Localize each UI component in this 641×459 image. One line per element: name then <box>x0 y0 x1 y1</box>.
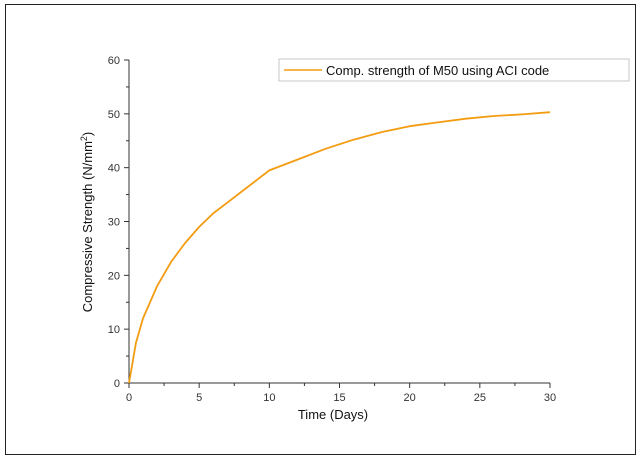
y-tick-label: 10 <box>108 324 120 336</box>
y-axis-label-close: ) <box>80 132 95 136</box>
axes <box>128 60 550 384</box>
legend-label: Comp. strength of M50 using ACI code <box>326 63 549 78</box>
y-tick-label: 40 <box>108 163 120 175</box>
y-tick-label: 0 <box>114 378 120 390</box>
series-line <box>128 111 551 384</box>
series-group <box>128 111 551 384</box>
x-tick-label: 0 <box>126 392 132 404</box>
x-tick-label: 25 <box>474 392 486 404</box>
y-tick-label: 30 <box>108 217 120 229</box>
y-axis-label-main: Compressive Strength (N/mm <box>80 141 95 312</box>
y-tick-label: 50 <box>108 109 120 121</box>
legend-box <box>278 58 630 82</box>
x-tick-label: 20 <box>404 392 416 404</box>
x-tick-label: 5 <box>196 392 202 404</box>
x-ticks: 0 5 10 15 20 25 30 <box>126 383 556 404</box>
y-axis-label: Compressive Strength (N/mm2) <box>79 132 95 313</box>
y-tick-label: 60 <box>108 55 120 67</box>
x-tick-label: 15 <box>333 392 345 404</box>
legend: Comp. strength of M50 using ACI code <box>278 58 630 82</box>
x-tick-label: 10 <box>263 392 275 404</box>
x-tick-label: 30 <box>544 392 556 404</box>
y-tick-label: 20 <box>108 270 120 282</box>
y-ticks: 0 10 20 30 40 50 60 <box>108 55 129 390</box>
x-axis-label: Time (Days) <box>298 407 368 422</box>
y-axis-label-superscript: 2 <box>79 136 89 141</box>
